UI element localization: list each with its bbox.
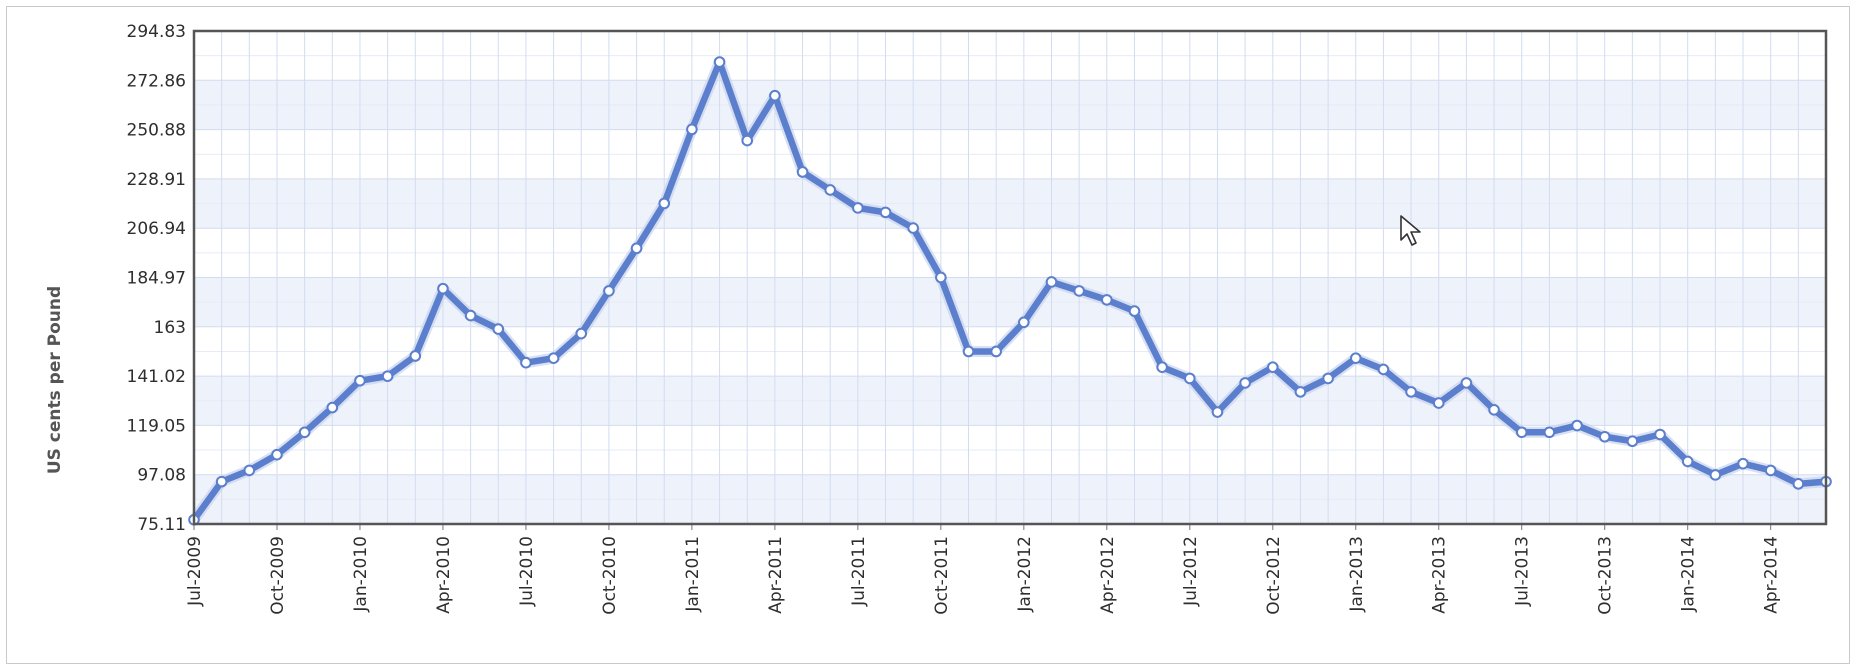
y-tick-label: 97.08 xyxy=(137,466,186,486)
data-point[interactable] xyxy=(630,242,643,255)
data-point[interactable] xyxy=(437,282,449,295)
data-point[interactable] xyxy=(658,197,671,210)
x-tick-label: Jan-2011 xyxy=(683,536,703,613)
data-point[interactable] xyxy=(492,323,505,335)
data-point[interactable] xyxy=(464,309,477,322)
x-tick-label: Jul-2010 xyxy=(517,536,537,607)
data-point[interactable] xyxy=(1073,285,1085,297)
data-point[interactable] xyxy=(907,222,919,234)
data-point[interactable] xyxy=(243,464,256,477)
data-point[interactable] xyxy=(326,401,339,414)
data-point[interactable] xyxy=(1349,352,1362,365)
data-point[interactable] xyxy=(1101,294,1113,306)
x-tick-label: Oct-2009 xyxy=(268,536,288,615)
data-point[interactable] xyxy=(1018,316,1030,329)
x-tick-label: Apr-2011 xyxy=(766,536,786,614)
x-tick-label: Apr-2010 xyxy=(434,536,454,614)
data-point[interactable] xyxy=(575,327,588,340)
y-tick-label: 141.02 xyxy=(127,367,186,387)
x-tick-label: Apr-2012 xyxy=(1098,536,1118,614)
data-point[interactable] xyxy=(1515,426,1528,439)
data-point[interactable] xyxy=(271,448,283,461)
data-point[interactable] xyxy=(879,206,892,219)
data-point[interactable] xyxy=(962,345,975,358)
data-point[interactable] xyxy=(1543,426,1556,439)
data-point[interactable] xyxy=(1764,464,1777,477)
y-axis-ticks: 294.83 272.86 250.88 228.91 206.94 184.97 163 1… xyxy=(127,22,186,535)
data-point[interactable] xyxy=(354,374,366,387)
x-tick-label: Oct-2011 xyxy=(932,536,952,615)
y-tick-label: 75.11 xyxy=(137,515,186,535)
x-tick-label: Oct-2013 xyxy=(1596,536,1616,615)
data-point[interactable] xyxy=(796,166,809,178)
data-point[interactable] xyxy=(769,89,781,102)
data-point[interactable] xyxy=(824,184,837,196)
x-tick-label: Jan-2010 xyxy=(351,536,371,613)
data-point[interactable] xyxy=(1654,428,1666,441)
data-point[interactable] xyxy=(686,123,698,136)
x-tick-label: Apr-2014 xyxy=(1762,536,1782,614)
x-tick-label: Oct-2010 xyxy=(600,536,620,615)
grid-lines xyxy=(193,30,1827,525)
data-point[interactable] xyxy=(298,426,311,439)
series-layer xyxy=(188,56,1832,526)
y-tick-label: 119.05 xyxy=(127,416,186,436)
x-tick-label: Oct-2012 xyxy=(1264,536,1284,615)
x-axis-ticks: Jul-2009 Oct-2009 Jan-2010 Apr-2010 Jul-2010… xyxy=(185,524,1782,615)
data-point[interactable] xyxy=(1045,276,1058,288)
x-tick-label: Jan-2012 xyxy=(1015,536,1035,613)
data-point[interactable] xyxy=(1266,361,1279,373)
y-tick-label: 184.97 xyxy=(127,269,186,289)
y-tick-label: 206.94 xyxy=(127,219,186,239)
y-tick-label: 272.86 xyxy=(127,71,186,91)
data-point[interactable] xyxy=(1460,377,1473,389)
data-point[interactable] xyxy=(215,475,228,488)
data-point[interactable] xyxy=(1377,363,1390,376)
data-point[interactable] xyxy=(852,202,864,214)
data-point[interactable] xyxy=(1183,372,1196,385)
data-point[interactable] xyxy=(381,370,394,382)
data-point[interactable] xyxy=(1488,404,1500,416)
y-tick-label: 228.91 xyxy=(127,170,186,190)
data-point[interactable] xyxy=(1156,361,1168,373)
data-point[interactable] xyxy=(1598,430,1611,443)
data-point[interactable] xyxy=(1211,406,1224,418)
data-point[interactable] xyxy=(1322,372,1334,385)
data-point[interactable] xyxy=(1709,469,1722,481)
data-point[interactable] xyxy=(1571,419,1583,432)
data-point[interactable] xyxy=(520,356,532,369)
data-point[interactable] xyxy=(1239,377,1251,389)
data-point[interactable] xyxy=(1432,397,1445,409)
data-point[interactable] xyxy=(741,134,754,147)
y-axis-title: US cents per Pound xyxy=(45,286,65,474)
x-tick-label: Jul-2009 xyxy=(185,536,205,607)
data-point[interactable] xyxy=(713,56,726,68)
y-tick-label: 163 xyxy=(154,318,186,338)
data-point[interactable] xyxy=(1128,305,1141,317)
data-point[interactable] xyxy=(1294,386,1307,398)
data-point[interactable] xyxy=(1792,478,1805,490)
data-point[interactable] xyxy=(1405,386,1417,398)
data-point[interactable] xyxy=(1681,455,1694,468)
x-tick-label: Jul-2011 xyxy=(849,536,869,607)
x-tick-label: Jul-2013 xyxy=(1513,536,1533,607)
x-tick-label: Jan-2014 xyxy=(1679,536,1699,613)
y-tick-label: 294.83 xyxy=(127,22,186,42)
data-point[interactable] xyxy=(409,350,422,362)
x-tick-label: Apr-2013 xyxy=(1430,536,1450,614)
data-point[interactable] xyxy=(990,345,1002,358)
x-tick-label: Jul-2012 xyxy=(1181,536,1201,607)
data-point[interactable] xyxy=(935,271,947,284)
mouse-cursor-icon xyxy=(1400,215,1421,246)
data-point[interactable] xyxy=(603,285,615,297)
plot-border xyxy=(192,29,1828,526)
data-point[interactable] xyxy=(1626,435,1639,448)
x-tick-label: Jan-2013 xyxy=(1347,536,1367,613)
data-point[interactable] xyxy=(547,352,560,365)
y-tick-label: 250.88 xyxy=(127,121,186,141)
data-point[interactable] xyxy=(1737,457,1749,470)
